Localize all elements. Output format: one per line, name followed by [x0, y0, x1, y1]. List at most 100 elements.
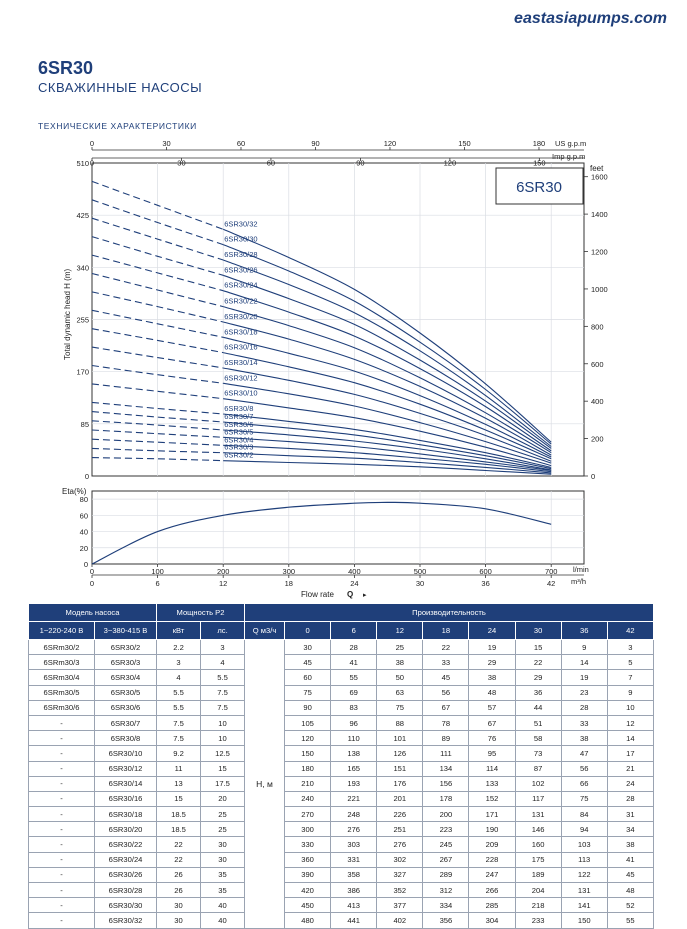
site-url[interactable]: eastasiapumps.com	[514, 10, 667, 27]
table-cell: -	[28, 851, 95, 868]
table-cell: 63	[376, 684, 424, 701]
table-cell: 6SRm30/3	[28, 654, 95, 671]
feet-tick-label: 400	[591, 397, 604, 406]
header-col-12: 42	[606, 621, 655, 640]
table-cell: 50	[376, 669, 424, 686]
curve-dashed-6SR30/16	[91, 328, 224, 354]
header-col-5: 0	[284, 621, 332, 640]
imp-gpm-label: Imp g.p.m	[552, 152, 585, 161]
table-cell: -	[28, 714, 95, 732]
table-cell: 41	[606, 851, 655, 868]
table-cell: 138	[330, 745, 378, 762]
feet-tick-label: 0	[591, 472, 595, 481]
table-row: -6SR30/8 7.5 10 120 110 101 89 76 58 38 14	[28, 730, 655, 747]
table-cell: 110	[330, 730, 378, 747]
curve-6SR30/16	[223, 352, 552, 460]
table-cell: 75	[376, 699, 424, 716]
series-label: 6SR30/8	[224, 404, 253, 413]
curve-6SR30/14	[223, 367, 552, 462]
us-gpm-tick-label: 90	[311, 139, 319, 148]
table-cell: 6SR30/7	[93, 714, 158, 732]
table-cell: 113	[560, 851, 608, 868]
table-cell: 25	[376, 638, 424, 656]
table-cell: 117	[514, 790, 562, 808]
series-label: 6SR30/28	[224, 250, 257, 259]
table-cell: 30	[200, 836, 246, 853]
table-cell: 221	[330, 790, 378, 808]
table-cell: 240	[284, 790, 332, 808]
table-cell: 30	[200, 851, 246, 868]
table-cell: 156	[422, 775, 470, 792]
table-cell: 131	[560, 881, 608, 899]
eta-chart-plot-area	[91, 490, 585, 565]
curve-dashed-6SR30/12	[91, 364, 224, 384]
table-cell: 44	[514, 699, 562, 716]
table-cell: 223	[422, 821, 470, 838]
table-cell: 266	[468, 881, 516, 899]
table-cell: 126	[376, 745, 424, 762]
table-row: 6SRm30/3 6SR30/3 3 4 45 41 38 33 29 22 14 5	[28, 654, 655, 671]
table-cell: 210	[284, 775, 332, 792]
table-cell: 45	[606, 866, 655, 884]
lmin-tick-label: 400	[348, 567, 361, 576]
table-cell: 175	[514, 851, 562, 868]
y-tick-label: 255	[76, 316, 89, 325]
table-cell: 40	[200, 912, 246, 929]
header-col-11: 36	[560, 621, 608, 640]
table-cell: 87	[514, 760, 562, 777]
table-cell: 300	[284, 821, 332, 838]
table-cell: 270	[284, 806, 332, 823]
table-cell: 6SRm30/4	[28, 669, 95, 686]
table-cell: 289	[422, 866, 470, 884]
table-cell: 193	[330, 775, 378, 792]
m3h-tick-label: 6	[156, 579, 160, 588]
table-cell: 402	[376, 912, 424, 929]
table-cell: 31	[606, 806, 655, 823]
table-cell: 6SR30/10	[93, 745, 158, 762]
table-cell: 152	[468, 790, 516, 808]
table-cell: 6SR30/5	[93, 684, 158, 701]
table-cell: 38	[560, 730, 608, 747]
table-cell: 23	[560, 684, 608, 701]
table-cell: 2.2	[156, 638, 202, 656]
table-cell: 41	[330, 654, 378, 671]
feet-tick-label: 600	[591, 360, 604, 369]
table-cell: 5.5	[200, 669, 246, 686]
lmin-tick-label: 100	[151, 567, 164, 576]
curve-6SR30/10	[223, 398, 552, 467]
table-cell: 312	[422, 881, 470, 899]
table-cell: 96	[330, 714, 378, 732]
head-chart-curves	[91, 180, 552, 475]
table-cell: 51	[514, 714, 562, 732]
y-tick-label: 340	[76, 263, 89, 272]
table-cell: 176	[376, 775, 424, 792]
performance-chart: 0851702553404255100200400600800100012001…	[62, 139, 608, 599]
lmin-tick-label: 0	[90, 567, 94, 576]
header-col-9: 24	[468, 621, 516, 640]
imp-gpm-tick-label: 150	[533, 159, 546, 168]
table-cell: 120	[284, 730, 332, 747]
table-cell: 88	[376, 714, 424, 732]
table-cell: 3	[606, 638, 655, 656]
eta-chart-axes: 0 20 40 60 80 0 100 200 300 400 500 600 700 0 6 12 18 24 3…	[80, 495, 584, 588]
series-label: 6SR30/2	[224, 451, 253, 460]
curve-6SR30/32	[222, 228, 552, 443]
table-cell: 103	[560, 836, 608, 853]
table-cell: 55	[330, 669, 378, 686]
curve-dashed-6SR30/4	[91, 438, 224, 446]
series-label: 6SR30/22	[224, 297, 257, 306]
table-cell: 33	[422, 654, 470, 671]
eta-chart-curve	[91, 501, 552, 565]
table-cell: 276	[376, 836, 424, 853]
table-cell: 7.5	[200, 684, 246, 701]
table-cell: 94	[560, 821, 608, 838]
table-row: 6SRm30/6 6SR30/6 5.5 7.5 90 83 75 67 57 44 28 10	[28, 699, 655, 716]
table-cell: 151	[376, 760, 424, 777]
table-cell: 480	[284, 912, 332, 929]
table-cell: 15	[514, 638, 562, 656]
table-cell: -	[28, 745, 95, 762]
curve-dashed-6SR30/7	[91, 411, 224, 423]
table-cell: -	[28, 821, 95, 838]
table-cell: 75	[560, 790, 608, 808]
table-cell: 201	[376, 790, 424, 808]
